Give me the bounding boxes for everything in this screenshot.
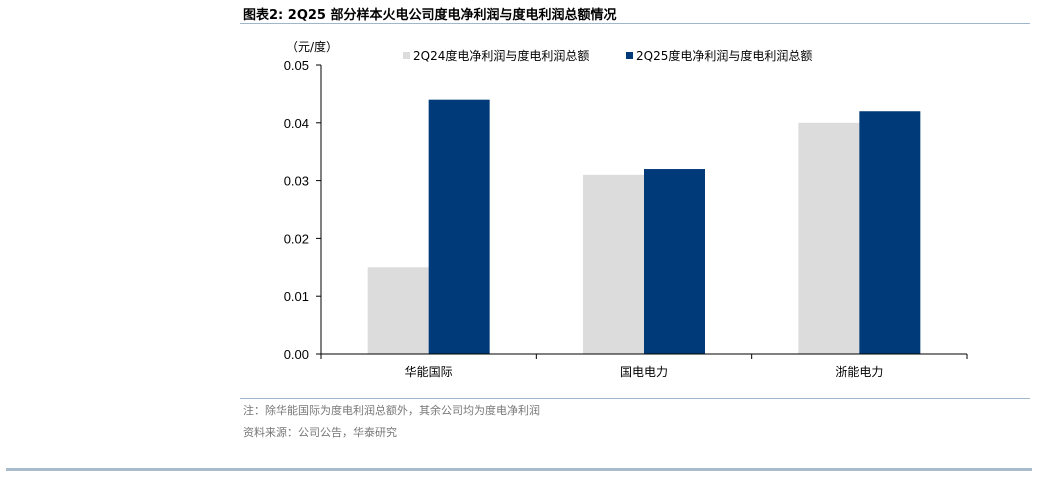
bar-chart: （元/度） 2Q24度电净利润与度电利润总额 2Q25度电净利润与度电利润总额 0… — [284, 39, 968, 379]
y-tick-label: 0.05 — [284, 58, 309, 73]
legend: 2Q24度电净利润与度电利润总额 2Q25度电净利润与度电利润总额 — [403, 48, 812, 63]
x-axis: 华能国际 国电电力 浙能电力 — [320, 353, 968, 379]
legend-swatch — [626, 52, 633, 59]
y-tick-label: 0.01 — [284, 289, 309, 304]
bar — [644, 169, 705, 354]
bar — [367, 267, 429, 354]
x-category-label: 国电电力 — [620, 365, 668, 379]
source-note: 资料来源：公司公告，华泰研究 — [243, 426, 397, 439]
bar — [583, 174, 644, 354]
y-axis: 0.00 0.01 0.02 0.03 0.04 0.05 — [284, 58, 322, 362]
y-tick-label: 0.03 — [284, 174, 309, 189]
legend-label: 2Q25度电净利润与度电利润总额 — [636, 48, 812, 63]
bar — [859, 111, 921, 355]
bar — [428, 99, 490, 355]
y-tick-label: 0.04 — [284, 116, 309, 131]
y-tick-label: 0.00 — [284, 347, 309, 362]
y-tick-label: 0.02 — [284, 231, 309, 246]
chart-note: 注：除华能国际为度电利润总额外，其余公司均为度电净利润 — [243, 404, 540, 417]
bars-group — [367, 99, 921, 355]
legend-swatch — [403, 52, 410, 59]
title-divider — [240, 23, 1030, 24]
notes-divider — [240, 398, 1030, 399]
x-category-label: 华能国际 — [405, 365, 453, 379]
page-bottom-divider — [6, 468, 1032, 471]
x-category-label: 浙能电力 — [835, 365, 883, 379]
legend-label: 2Q24度电净利润与度电利润总额 — [413, 48, 589, 63]
figure-title: 图表2: 2Q25 部分样本火电公司度电净利润与度电利润总额情况 — [243, 8, 617, 23]
bar — [798, 122, 860, 354]
y-axis-unit-label: （元/度） — [286, 39, 338, 54]
